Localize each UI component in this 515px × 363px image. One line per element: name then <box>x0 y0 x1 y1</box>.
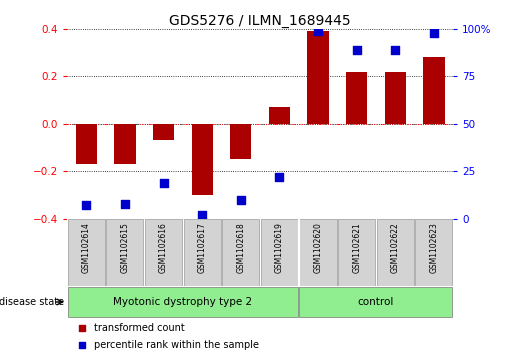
Text: percentile rank within the sample: percentile rank within the sample <box>94 340 259 350</box>
Bar <box>67 219 105 286</box>
Text: control: control <box>358 297 394 307</box>
Point <box>275 174 283 180</box>
Point <box>314 28 322 34</box>
Bar <box>222 219 259 286</box>
Bar <box>153 124 174 140</box>
Text: GSM1102622: GSM1102622 <box>391 222 400 273</box>
Bar <box>338 219 375 286</box>
Bar <box>269 107 290 124</box>
Point <box>198 212 206 218</box>
Point <box>430 30 438 36</box>
Bar <box>415 219 452 286</box>
Text: Myotonic dystrophy type 2: Myotonic dystrophy type 2 <box>113 297 252 307</box>
Point <box>82 203 91 208</box>
Bar <box>307 32 329 124</box>
Bar <box>261 219 298 286</box>
Bar <box>299 287 452 317</box>
Point <box>391 47 400 53</box>
Text: GSM1102617: GSM1102617 <box>198 222 207 273</box>
Text: GSM1102618: GSM1102618 <box>236 222 245 273</box>
Bar <box>346 72 367 124</box>
Text: GSM1102615: GSM1102615 <box>121 222 129 273</box>
Bar <box>114 124 135 164</box>
Bar <box>385 72 406 124</box>
Text: GSM1102616: GSM1102616 <box>159 222 168 273</box>
Bar <box>76 124 97 164</box>
Point <box>121 201 129 207</box>
Point <box>78 342 87 348</box>
Bar <box>145 219 182 286</box>
Bar <box>67 287 298 317</box>
Bar <box>183 219 220 286</box>
Text: GSM1102619: GSM1102619 <box>275 222 284 273</box>
Point <box>78 326 87 331</box>
Bar <box>230 124 251 159</box>
Point <box>236 197 245 203</box>
Bar <box>106 219 143 286</box>
Text: disease state: disease state <box>0 297 67 307</box>
Bar <box>299 219 336 286</box>
Text: GSM1102620: GSM1102620 <box>314 222 322 273</box>
Bar <box>423 57 444 124</box>
Title: GDS5276 / ILMN_1689445: GDS5276 / ILMN_1689445 <box>169 14 351 28</box>
Point <box>352 47 360 53</box>
Text: transformed count: transformed count <box>94 323 185 334</box>
Text: GSM1102614: GSM1102614 <box>82 222 91 273</box>
Text: GSM1102621: GSM1102621 <box>352 222 361 273</box>
Bar <box>376 219 414 286</box>
Text: GSM1102623: GSM1102623 <box>430 222 438 273</box>
Bar <box>192 124 213 195</box>
Point <box>159 180 167 185</box>
